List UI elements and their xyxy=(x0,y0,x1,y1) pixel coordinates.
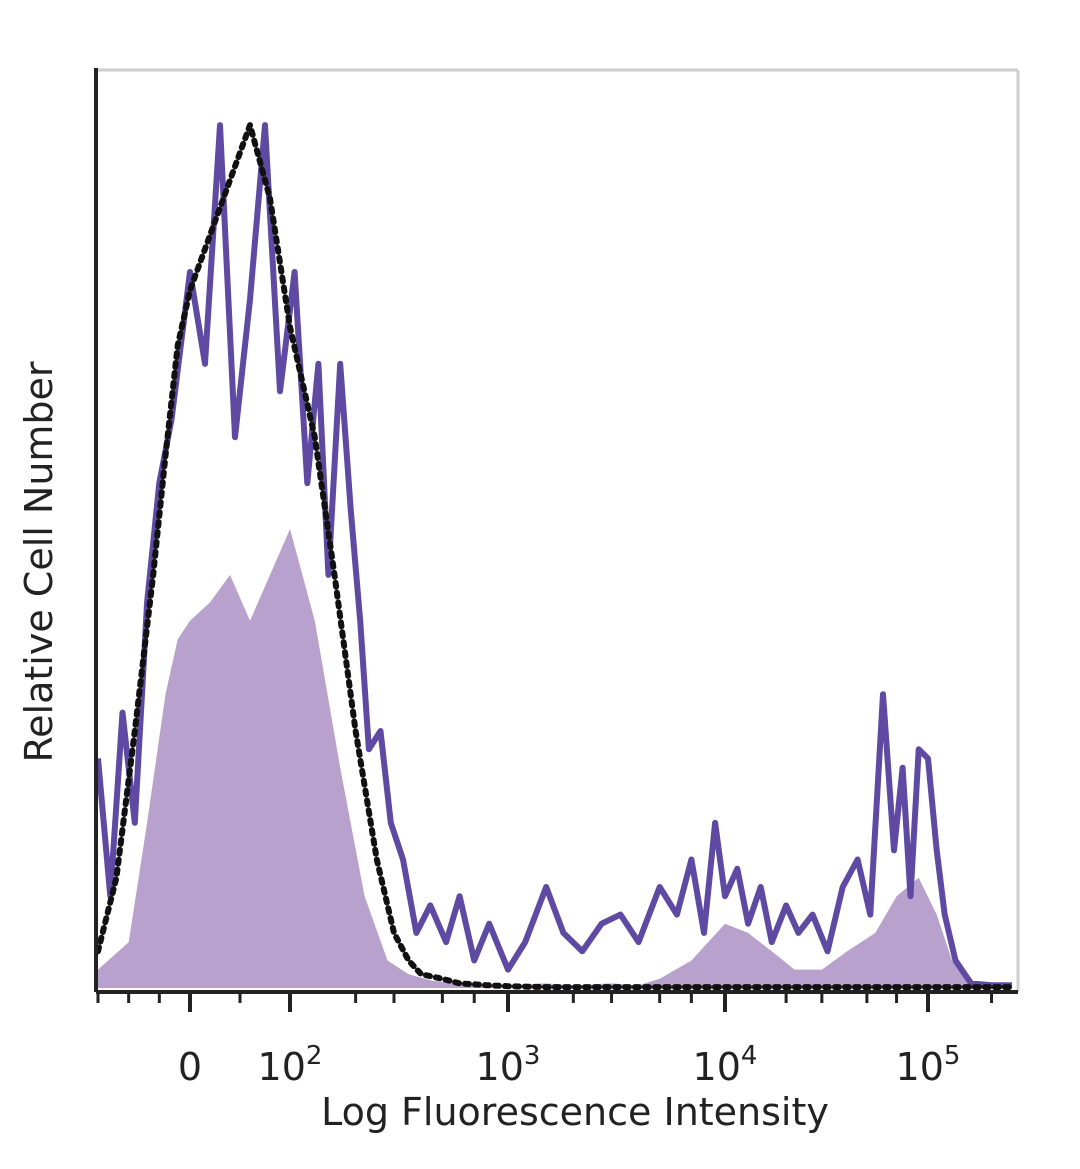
x-tick-label: 103 xyxy=(476,1041,541,1089)
x-tick-label: 105 xyxy=(896,1041,961,1089)
axes-layer xyxy=(94,68,1018,994)
x-axis-title: Log Fluorescence Intensity xyxy=(321,1090,829,1134)
series-1-solid-line xyxy=(95,122,1012,989)
x-tick-label: 0 xyxy=(178,1045,202,1089)
series-layer xyxy=(95,122,1015,991)
series-0-filled xyxy=(98,529,1012,988)
x-tick-label: 104 xyxy=(693,1041,758,1089)
x-ticks: 0 102 103 104 105 xyxy=(96,992,994,1089)
series-2-dotted-line xyxy=(95,122,1015,991)
x-tick-label: 102 xyxy=(258,1041,323,1089)
y-axis-title: Relative Cell Number xyxy=(17,361,61,762)
